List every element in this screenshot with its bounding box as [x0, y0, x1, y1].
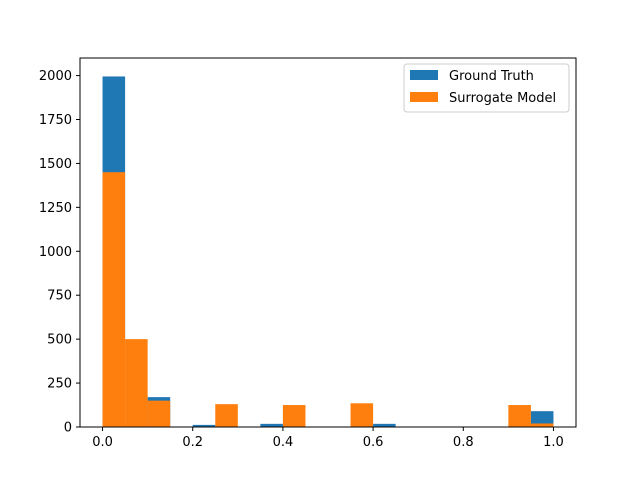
bar-surrogate-model-19 — [530, 423, 554, 427]
legend-label-surrogate-model: Surrogate Model — [449, 91, 556, 106]
y-tick-label: 2000 — [39, 69, 72, 84]
bar-ground-truth-19 — [530, 411, 554, 427]
legend-swatch-surrogate-model — [410, 92, 438, 102]
y-axis: 0 250 500 750 1000 1250 1500 1750 2000 — [39, 69, 80, 436]
bar-surrogate-model-0 — [102, 172, 126, 427]
bar-ground-truth-12 — [373, 423, 396, 427]
bar-surrogate-model-5 — [215, 404, 238, 427]
bar-surrogate-model-8 — [282, 405, 306, 427]
y-tick-label: 1000 — [39, 245, 72, 260]
x-tick-label: 0.6 — [363, 435, 384, 450]
bar-surrogate-model-2 — [147, 400, 171, 427]
x-tick-label: 0.8 — [453, 435, 474, 450]
x-tick-label: 0.2 — [182, 435, 203, 450]
plot-frame — [79, 57, 577, 428]
bar-ground-truth-7 — [260, 423, 283, 427]
bar-surrogate-model-1 — [125, 339, 148, 427]
legend-box — [403, 63, 570, 113]
y-tick-label: 1250 — [39, 201, 72, 216]
y-tick-label: 500 — [47, 333, 72, 348]
y-tick-label: 250 — [47, 377, 72, 392]
x-tick-label: 0.4 — [273, 435, 294, 450]
legend-label-ground-truth: Ground Truth — [449, 69, 534, 84]
x-tick-label: 0.0 — [92, 435, 113, 450]
y-tick-label: 0 — [64, 421, 72, 436]
x-axis: 0.0 0.2 0.4 0.6 0.8 1.0 — [92, 427, 564, 450]
bar-surrogate-model-11 — [350, 403, 374, 427]
legend: Ground Truth Surrogate Model — [403, 63, 570, 113]
y-tick-label: 1500 — [39, 157, 72, 172]
bar-ground-truth-4 — [192, 424, 216, 427]
legend-swatch-ground-truth — [410, 70, 438, 80]
y-tick-label: 1750 — [39, 113, 72, 128]
bar-surrogate-model-18 — [508, 405, 531, 427]
bars-layer — [102, 76, 554, 427]
x-tick-label: 1.0 — [543, 435, 564, 450]
y-tick-label: 750 — [47, 289, 72, 304]
